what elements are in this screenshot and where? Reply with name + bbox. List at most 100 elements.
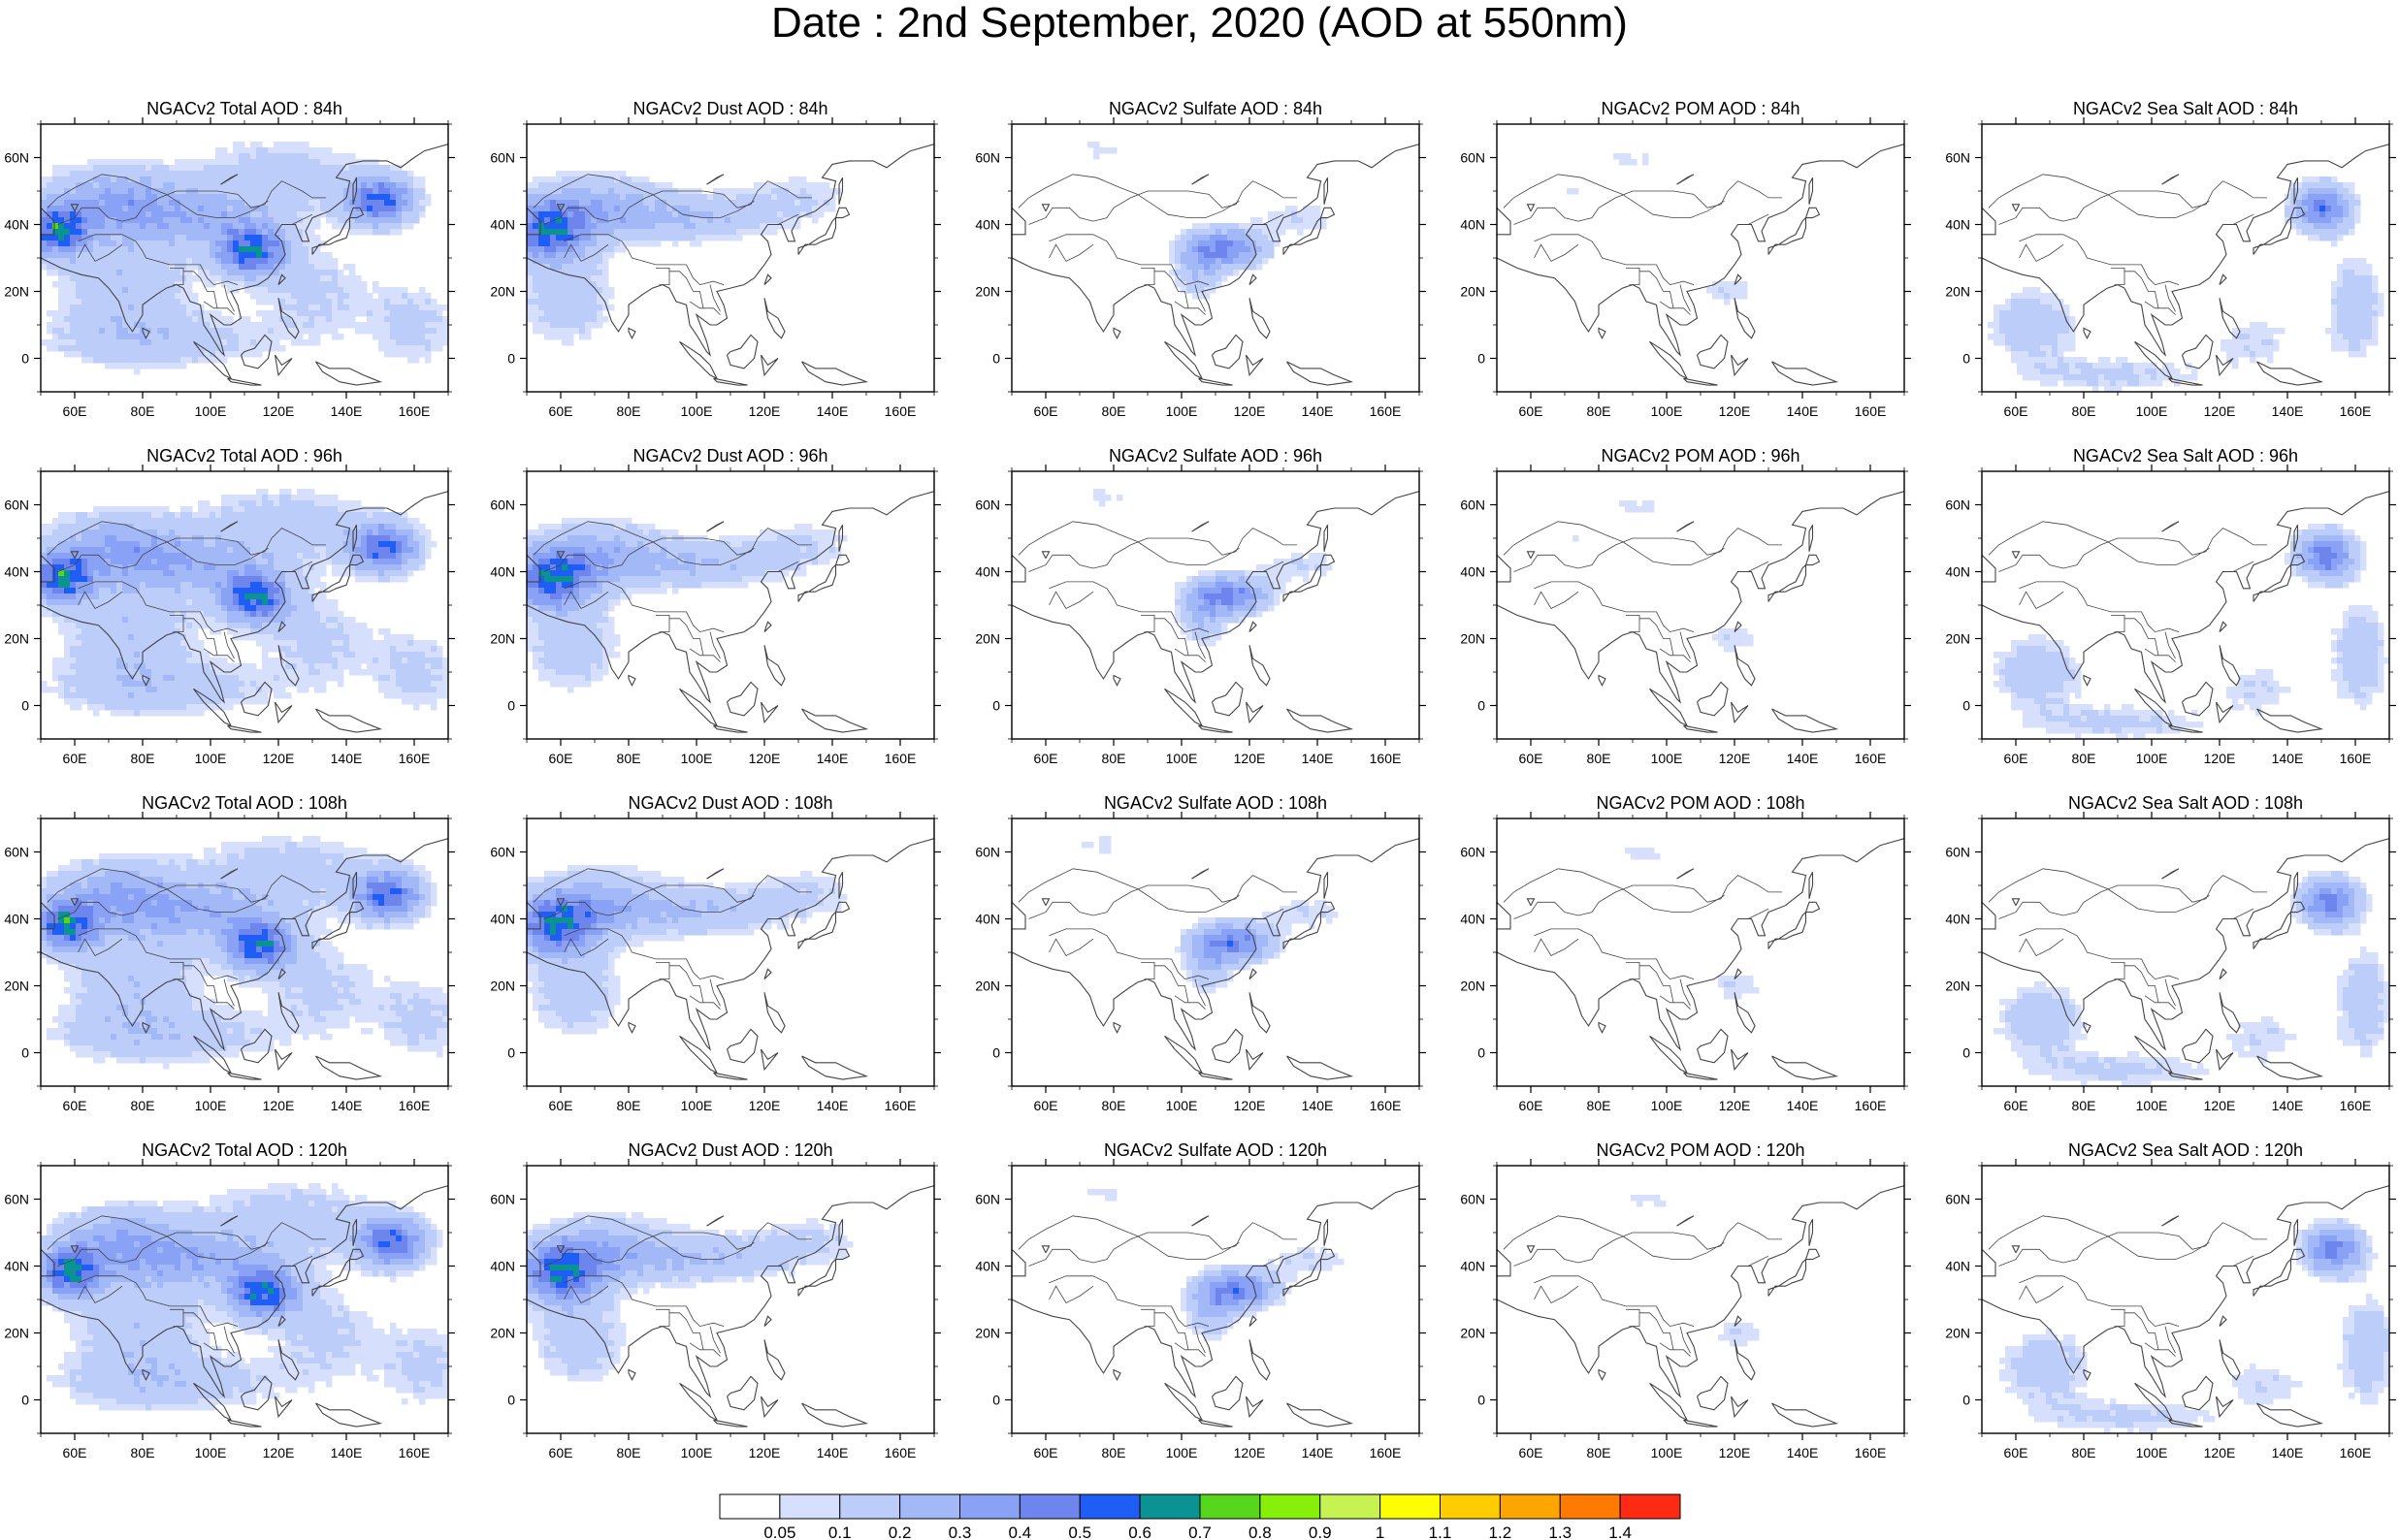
x-tick-label: 120E (1234, 1098, 1266, 1113)
x-tick-label: 100E (2136, 1445, 2168, 1460)
panel-title: NGACv2 Total AOD : 108h (142, 793, 347, 813)
figure-title: Date : 2nd September, 2020 (AOD at 550nm… (771, 0, 1628, 47)
y-tick-label: 40N (490, 564, 515, 580)
y-tick-label: 20N (4, 979, 29, 994)
x-tick-label: 60E (63, 403, 87, 419)
aod-field (1994, 524, 2389, 739)
map-panel: NGACv2 Total AOD : 96h 60E 80E 100E 120E 140E… (4, 446, 455, 766)
panel-title: NGACv2 Sulfate AOD : 108h (1104, 793, 1327, 813)
panel-title: NGACv2 POM AOD : 96h (1601, 446, 1799, 465)
y-tick-label: 60N (975, 845, 1000, 860)
panel-title: NGACv2 Sea Salt AOD : 120h (2068, 1140, 2303, 1160)
x-tick-label: 120E (749, 1445, 781, 1460)
y-tick-label: 60N (1945, 497, 1970, 513)
x-tick-label: 140E (1787, 751, 1819, 766)
y-tick-label: 20N (490, 1326, 515, 1341)
coastlines (1497, 491, 1904, 733)
y-tick-label: 0 (507, 351, 515, 367)
coastlines (1497, 1185, 1904, 1428)
y-tick-label: 60N (1460, 150, 1485, 166)
y-tick-label: 40N (1945, 564, 1970, 580)
map-panel: NGACv2 Sulfate AOD : 84h 60E 80E 100E 120E 14… (975, 99, 1426, 419)
y-tick-label: 60N (975, 497, 1000, 513)
x-tick-label: 160E (885, 1098, 917, 1113)
x-tick-label: 60E (2004, 1098, 2028, 1113)
y-tick-label: 0 (1477, 698, 1485, 714)
x-tick-label: 80E (1587, 751, 1611, 766)
coastlines (41, 491, 448, 733)
x-tick-label: 140E (1787, 1445, 1819, 1460)
y-tick-label: 60N (1460, 497, 1485, 513)
aod-field (41, 489, 448, 717)
x-tick-label: 140E (1787, 1098, 1819, 1113)
panel-title: NGACv2 Sea Salt AOD : 108h (2068, 793, 2303, 813)
y-tick-label: 20N (1945, 284, 1970, 300)
x-tick-label: 80E (617, 751, 641, 766)
y-tick-label: 20N (975, 979, 1000, 994)
x-tick-label: 160E (885, 1445, 917, 1460)
aod-field (1999, 1218, 2389, 1433)
aod-field (527, 171, 842, 346)
coastlines (41, 1185, 448, 1428)
panel-title: NGACv2 Total AOD : 120h (142, 1140, 347, 1160)
x-tick-label: 120E (263, 1098, 295, 1113)
aod-field (1082, 836, 1339, 994)
map-panel: NGACv2 Dust AOD : 120h 60E 80E 100E 120E 140E… (490, 1140, 941, 1460)
panel-title: NGACv2 Dust AOD : 108h (628, 793, 832, 813)
x-tick-label: 80E (131, 403, 155, 419)
x-tick-label: 100E (1651, 1098, 1683, 1113)
x-tick-label: 120E (263, 751, 295, 766)
coastlines (1497, 838, 1904, 1080)
y-tick-label: 40N (1460, 912, 1485, 927)
x-tick-label: 80E (131, 1098, 155, 1113)
x-tick-label: 80E (1102, 1445, 1126, 1460)
x-tick-label: 140E (331, 751, 363, 766)
x-tick-label: 60E (63, 1445, 87, 1460)
y-tick-label: 40N (1945, 217, 1970, 233)
panel-title: NGACv2 Sulfate AOD : 84h (1109, 99, 1322, 118)
x-tick-label: 120E (1719, 751, 1751, 766)
panel-title: NGACv2 Sea Salt AOD : 96h (2073, 446, 2298, 465)
aod-field (1087, 142, 1327, 300)
x-tick-label: 140E (817, 751, 849, 766)
map-panel: NGACv2 POM AOD : 108h 60E 80E 100E 120E 140E 1… (1460, 793, 1911, 1113)
x-tick-label: 80E (131, 751, 155, 766)
x-tick-label: 80E (2072, 1445, 2096, 1460)
x-tick-label: 120E (2204, 751, 2236, 766)
x-tick-label: 100E (1166, 1098, 1198, 1113)
x-tick-label: 140E (1302, 1098, 1334, 1113)
map-panel: NGACv2 Dust AOD : 96h 60E 80E 100E 120E 140E 1… (490, 446, 941, 766)
coastlines (527, 1185, 934, 1428)
x-tick-label: 60E (1034, 403, 1058, 419)
y-tick-label: 20N (4, 631, 29, 647)
y-tick-label: 0 (992, 1045, 1000, 1061)
coastlines (527, 144, 934, 386)
x-tick-label: 80E (1102, 751, 1126, 766)
coastlines (41, 144, 448, 386)
y-tick-label: 40N (4, 912, 29, 927)
x-tick-label: 160E (1370, 403, 1402, 419)
y-tick-label: 20N (1460, 631, 1485, 647)
x-tick-label: 120E (2204, 403, 2236, 419)
aod-field (1572, 500, 1754, 653)
x-tick-label: 100E (681, 403, 713, 419)
x-tick-label: 140E (2272, 751, 2304, 766)
y-tick-label: 60N (4, 150, 29, 166)
x-tick-label: 60E (549, 403, 573, 419)
x-tick-label: 80E (1587, 1445, 1611, 1460)
y-tick-label: 20N (4, 1326, 29, 1341)
x-tick-label: 160E (399, 1445, 431, 1460)
x-tick-label: 100E (195, 403, 227, 419)
x-tick-label: 120E (749, 403, 781, 419)
y-tick-label: 40N (975, 217, 1000, 233)
x-tick-label: 120E (2204, 1098, 2236, 1113)
y-tick-label: 20N (1945, 631, 1970, 647)
x-tick-label: 100E (2136, 1098, 2168, 1113)
y-tick-label: 20N (1460, 979, 1485, 994)
x-tick-label: 100E (681, 1098, 713, 1113)
y-tick-label: 0 (1962, 698, 1970, 714)
y-tick-label: 60N (975, 150, 1000, 166)
y-tick-label: 60N (975, 1192, 1000, 1207)
y-tick-label: 40N (490, 912, 515, 927)
x-tick-label: 160E (885, 403, 917, 419)
